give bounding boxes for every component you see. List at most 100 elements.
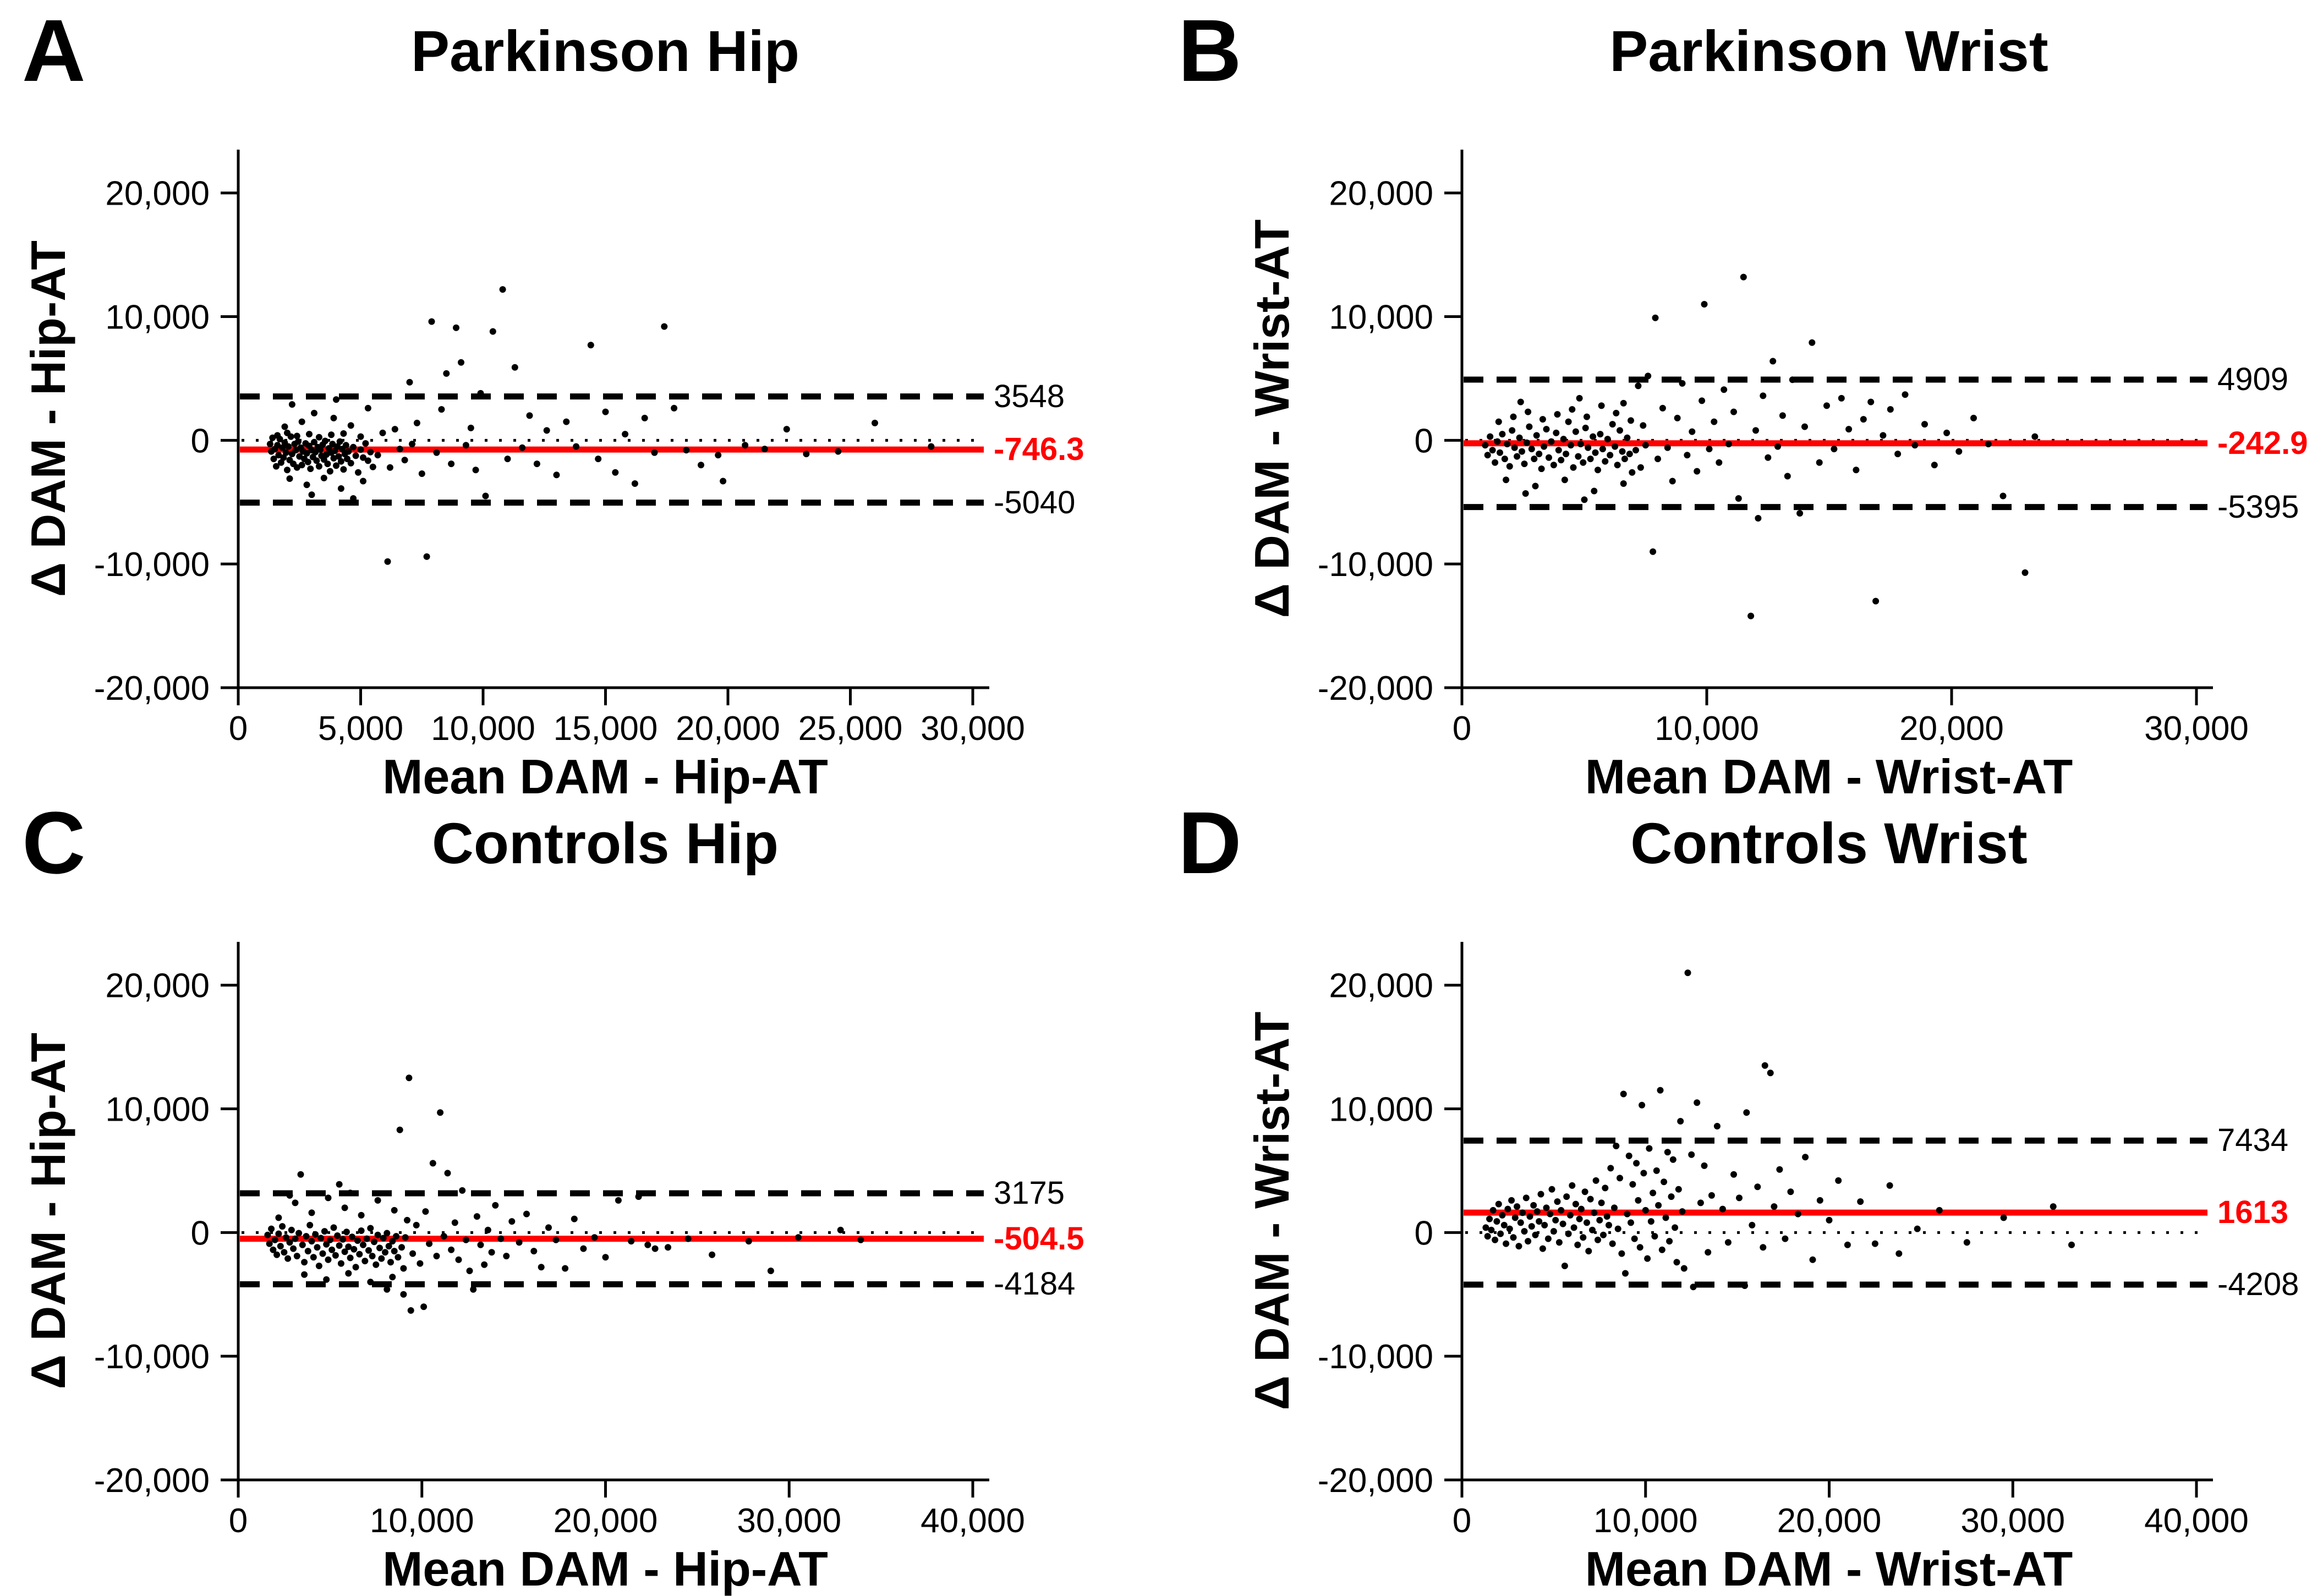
data-point [1867,398,1875,405]
data-point [321,1228,328,1235]
data-point [698,462,704,469]
data-point [1669,1156,1677,1163]
data-point [1613,1143,1620,1149]
data-point [1484,1233,1491,1240]
data-point [1587,456,1594,463]
panel-letter: C [22,793,86,892]
data-point [595,456,602,463]
data-point [398,1244,405,1251]
data-point [354,1237,361,1244]
data-point [329,441,336,448]
data-point [372,1261,380,1268]
data-point [1651,1233,1658,1240]
data-point [628,1238,635,1245]
data-point [1544,1235,1552,1242]
data-point [1625,1153,1632,1159]
data-point [1604,436,1611,443]
data-point [1563,1193,1570,1200]
data-point [369,1253,376,1260]
data-point [1719,1205,1726,1213]
data-point [417,1260,424,1267]
data-point [1650,1189,1657,1197]
data-point [1495,1200,1502,1208]
data-point [1581,1188,1588,1195]
data-point [1661,1178,1668,1186]
data-point [286,1239,293,1246]
y-tick-label: -20,000 [94,670,210,707]
data-point [1580,1234,1587,1241]
data-point [389,1238,396,1245]
data-point [477,390,484,397]
y-tick-label: 10,000 [1329,299,1433,337]
data-point [1591,487,1598,495]
data-point [1943,429,1951,436]
data-point [1552,1216,1559,1224]
data-point [1713,1123,1721,1129]
data-point [1645,372,1652,380]
data-point [404,1216,410,1224]
data-point [400,1291,407,1298]
data-point [266,1240,273,1247]
data-point [1860,416,1867,423]
data-point [433,449,440,456]
data-point [482,492,489,500]
data-point [2021,569,2029,576]
data-point [344,456,350,463]
data-point [1555,1239,1563,1246]
data-point [319,1250,326,1257]
data-point [1536,1218,1543,1225]
data-point [1550,1228,1557,1235]
data-point [448,1246,455,1253]
data-point [1503,476,1510,484]
x-axis-title: Mean DAM - Hip-AT [382,1542,828,1596]
data-point [1618,1250,1625,1257]
data-point [306,1221,314,1228]
data-point [526,412,533,419]
data-point [1662,1214,1669,1221]
data-point [523,1210,530,1217]
x-axis-title: Mean DAM - Hip-AT [382,749,828,804]
data-point [1482,442,1489,449]
data-point [350,443,357,451]
lower-loa-label: -4208 [2217,1266,2299,1302]
data-point [335,453,342,460]
data-point [322,437,328,445]
data-point [444,1170,451,1177]
data-point [1673,1259,1680,1266]
data-point [400,1265,407,1272]
data-point [1684,452,1691,459]
data-point [1684,969,1691,977]
data-point [1543,426,1550,433]
data-point [420,1303,428,1310]
data-point [391,1248,398,1255]
data-point [1509,427,1516,434]
data-point [315,463,322,470]
data-point [443,370,450,377]
data-point [651,449,658,456]
data-point [587,342,594,349]
data-point [1500,1221,1508,1228]
x-tick-label: 40,000 [921,1502,1025,1540]
data-point [429,1160,436,1167]
data-point [516,1239,523,1246]
data-point [1730,408,1737,415]
data-point [1501,456,1508,463]
y-axis-title: Δ DAM - Wrist-AT [1245,1011,1299,1411]
data-point [1581,496,1588,503]
data-point [299,1241,306,1248]
data-point [325,1256,332,1263]
data-point [323,1276,330,1283]
data-point [1639,1101,1646,1109]
data-point [472,467,479,474]
data-point [298,418,305,425]
data-point [1577,441,1584,448]
data-point [341,1248,348,1255]
data-point [1721,386,1728,393]
data-point [857,1236,864,1243]
data-point [602,408,609,415]
data-point [1755,515,1762,522]
data-point [288,401,295,408]
data-point [1635,382,1642,390]
data-point [1558,1206,1565,1214]
data-point [1736,1194,1743,1202]
